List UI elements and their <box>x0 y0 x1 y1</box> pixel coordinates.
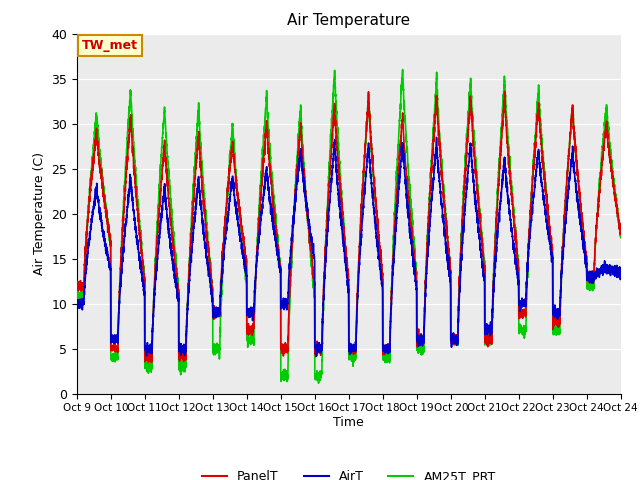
Y-axis label: Air Temperature (C): Air Temperature (C) <box>33 152 45 275</box>
X-axis label: Time: Time <box>333 416 364 429</box>
Text: TW_met: TW_met <box>82 39 138 52</box>
Legend: PanelT, AirT, AM25T_PRT: PanelT, AirT, AM25T_PRT <box>197 465 500 480</box>
Title: Air Temperature: Air Temperature <box>287 13 410 28</box>
